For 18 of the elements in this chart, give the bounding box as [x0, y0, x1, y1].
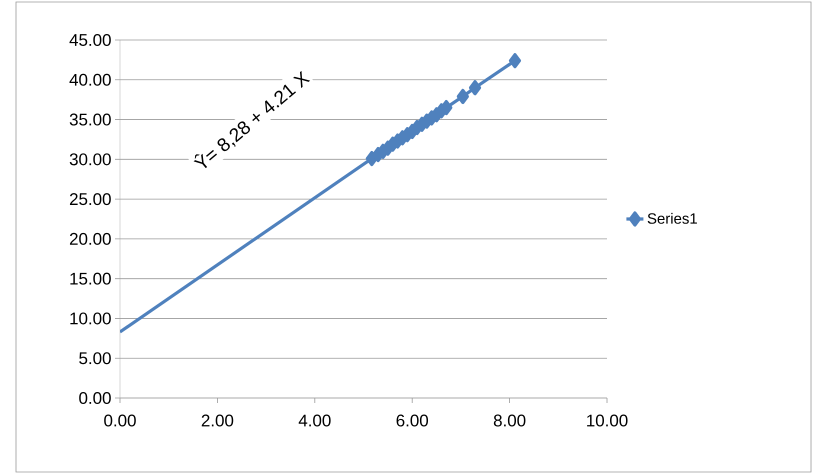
y-tick-label: 30.00: [70, 153, 111, 166]
y-tick-label: 35.00: [70, 114, 111, 126]
y-tick-label: 0.00: [79, 392, 111, 404]
x-tick-label: 6.00: [396, 414, 428, 427]
y-tick-label: 20.00: [70, 232, 111, 245]
annotation: Ŷ= 8,28 + 4.21 X: [194, 70, 310, 168]
x-tick-label: 2.00: [202, 414, 234, 427]
x-tick-label: 10.00: [587, 414, 628, 427]
y-tick-label: 40.00: [69, 74, 111, 86]
x-tick-label: 8.00: [494, 414, 526, 427]
legend-label: Series1: [648, 212, 697, 224]
y-tick-label: 45.00: [69, 34, 111, 46]
y-tick-label: 5.00: [79, 352, 111, 364]
y-tick-label: 15.00: [70, 272, 111, 285]
y-tick-label: 10.00: [70, 312, 111, 324]
y-tick-label: 25.00: [70, 193, 111, 206]
x-tick-label: 0.00: [104, 414, 136, 427]
x-tick-label: 4.00: [298, 414, 331, 427]
